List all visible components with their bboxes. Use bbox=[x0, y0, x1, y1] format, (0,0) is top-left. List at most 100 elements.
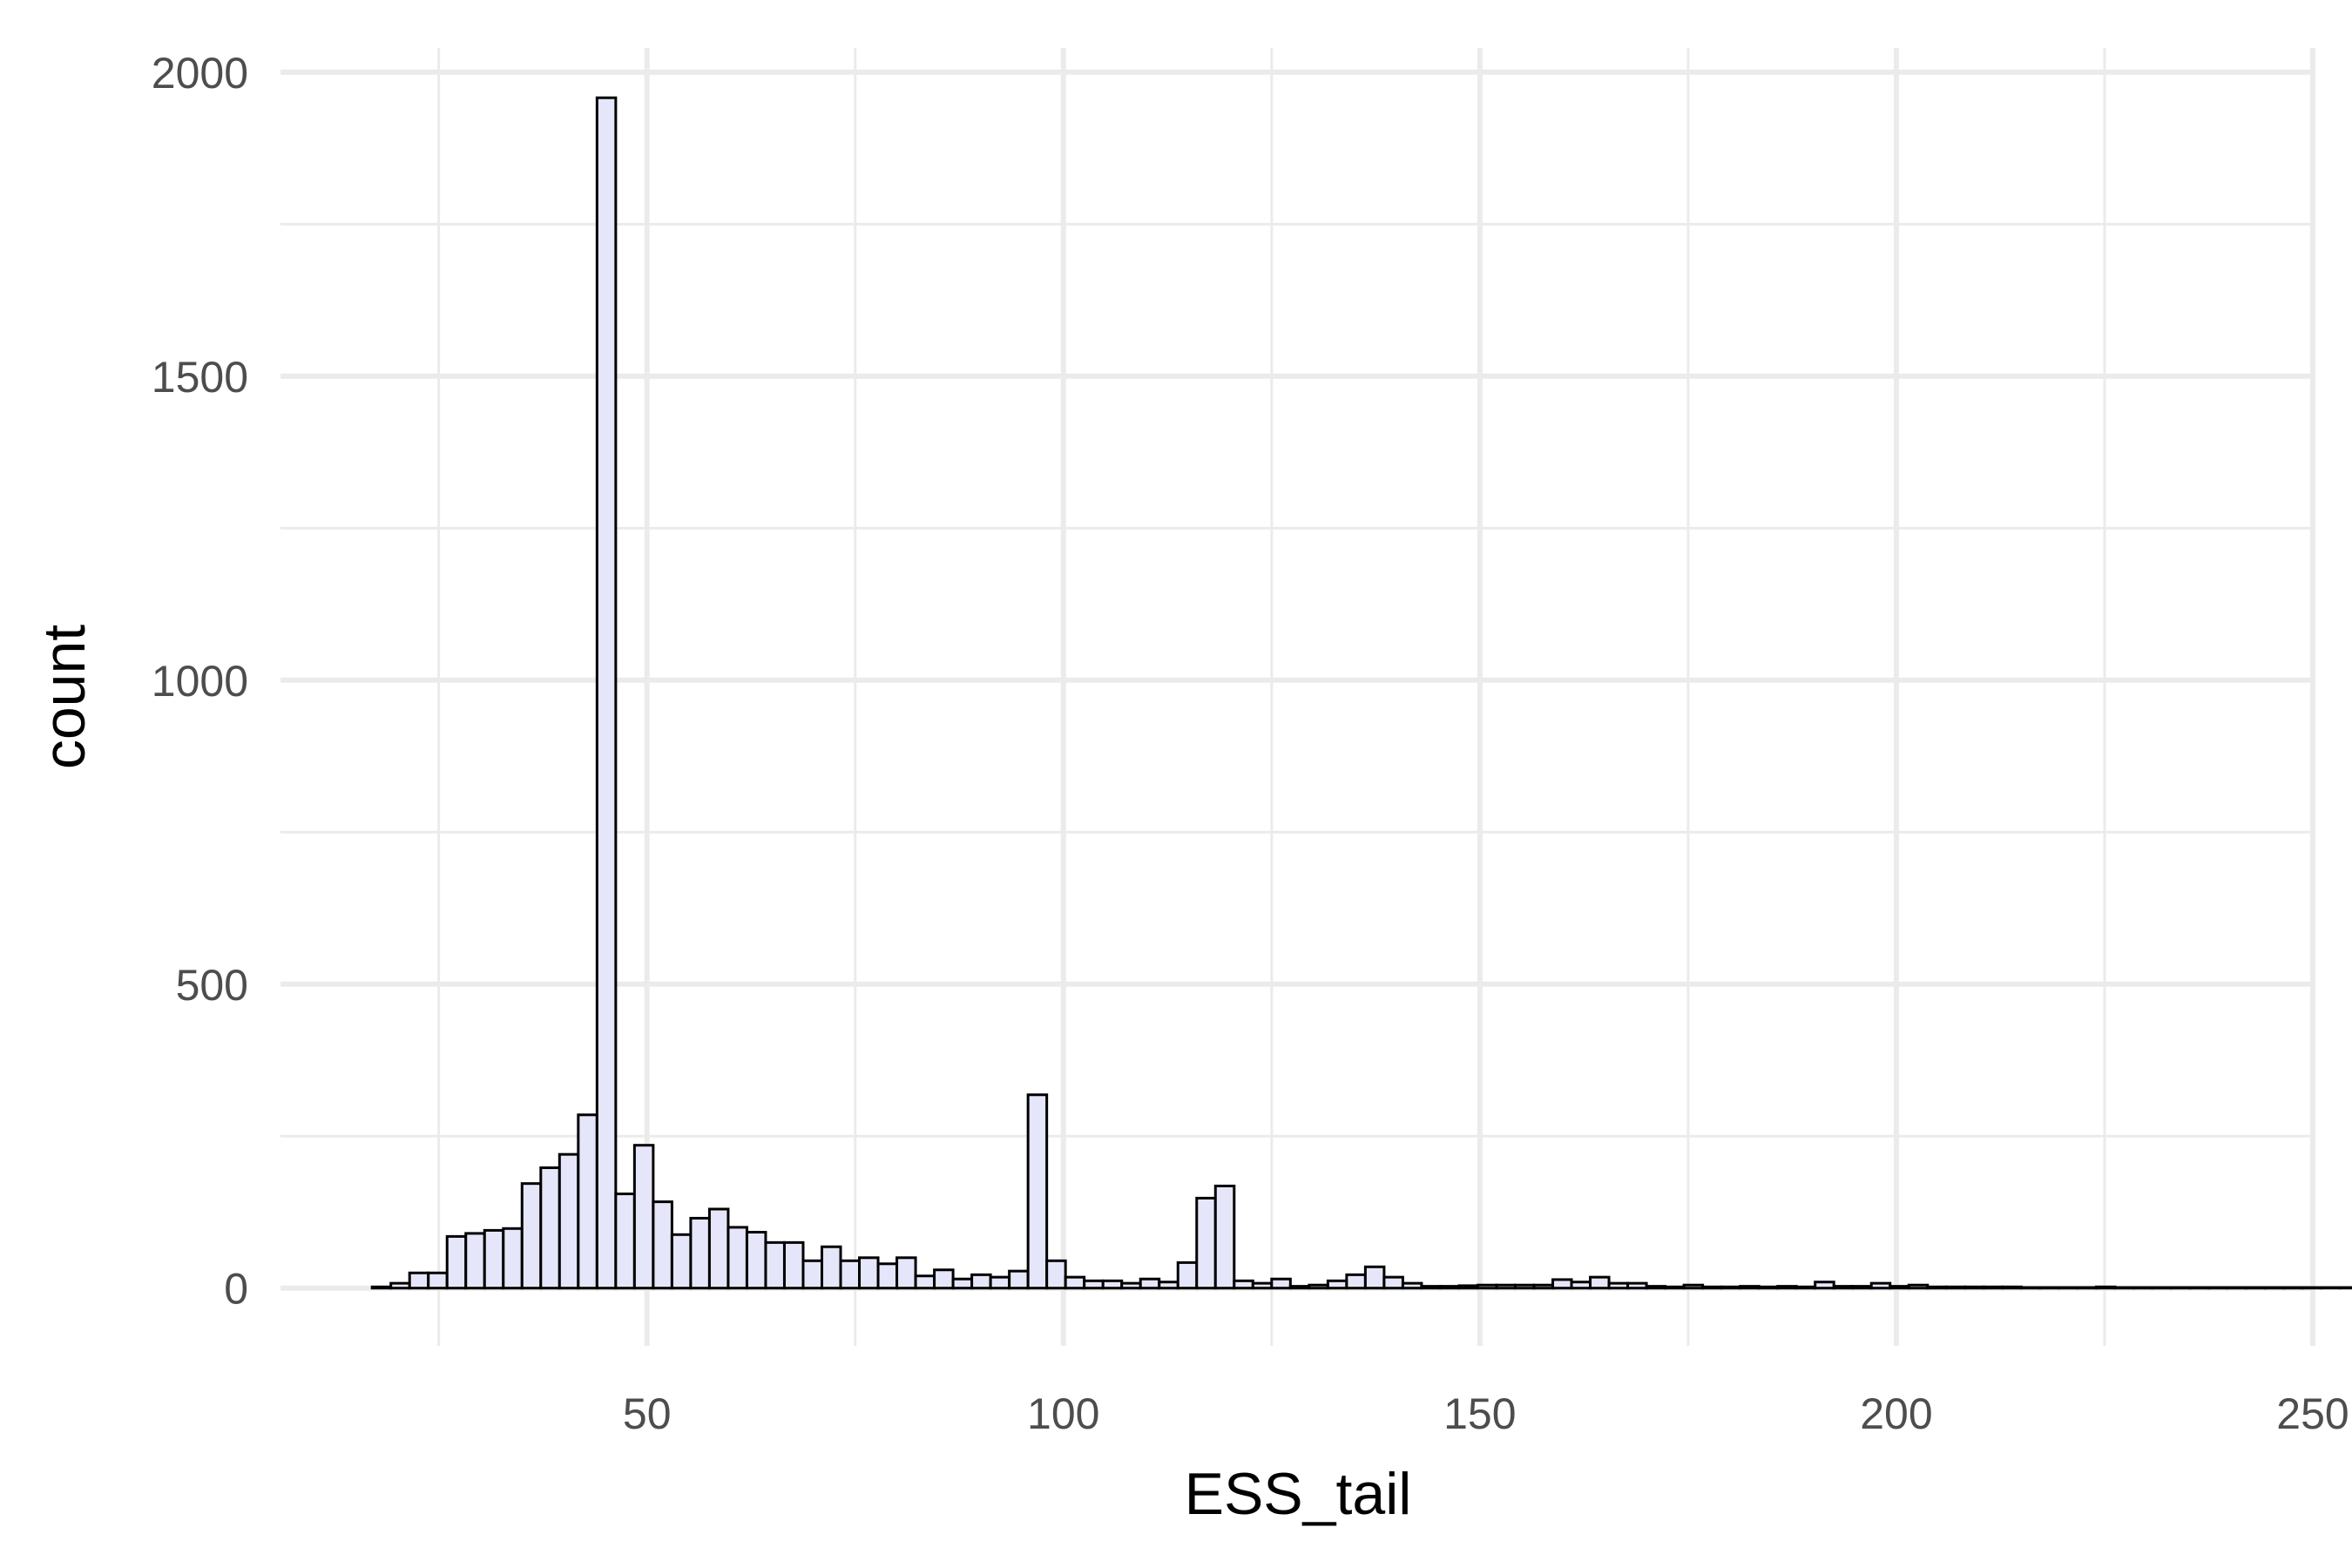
histogram-bar bbox=[1869, 1281, 1892, 1290]
histogram-bar bbox=[1551, 1278, 1573, 1290]
histogram-bar bbox=[745, 1230, 767, 1290]
histogram-bar bbox=[1476, 1283, 1498, 1290]
histogram-bar bbox=[427, 1271, 449, 1290]
x-tick-label: 200 bbox=[1860, 1389, 1932, 1438]
histogram-bar bbox=[689, 1216, 711, 1290]
histogram-bar bbox=[707, 1207, 730, 1290]
histogram-bar bbox=[502, 1227, 524, 1290]
histogram-bars bbox=[370, 96, 2352, 1290]
x-tick-label: 250 bbox=[2276, 1389, 2349, 1438]
histogram-bar bbox=[1101, 1279, 1124, 1290]
histogram-bar bbox=[1739, 1285, 1761, 1290]
histogram-bar bbox=[821, 1245, 842, 1290]
major-gridlines bbox=[280, 48, 2315, 1346]
histogram-bar bbox=[1363, 1265, 1386, 1290]
histogram-bar bbox=[801, 1259, 823, 1290]
histogram-bar bbox=[1233, 1279, 1254, 1290]
y-axis-title: count bbox=[31, 625, 98, 769]
histogram-bar bbox=[1944, 1285, 1967, 1290]
histogram-bar bbox=[989, 1275, 1011, 1290]
x-axis-title: ESS_tail bbox=[1185, 1461, 1412, 1527]
histogram-bar bbox=[951, 1277, 974, 1290]
histogram-bar bbox=[1832, 1285, 1855, 1290]
histogram-bar bbox=[1682, 1283, 1705, 1290]
histogram-bar bbox=[652, 1200, 673, 1290]
histogram-bar bbox=[595, 96, 618, 1290]
histogram-bar bbox=[970, 1273, 992, 1290]
histogram-bar bbox=[632, 1144, 655, 1290]
histogram-bar bbox=[1645, 1285, 1667, 1290]
x-axis-tick-labels: 50 100 150 200 250 bbox=[623, 1389, 2349, 1438]
histogram-bar bbox=[858, 1256, 880, 1290]
histogram-bar bbox=[1195, 1196, 1217, 1290]
histogram-bar bbox=[370, 1285, 393, 1290]
histogram-bar bbox=[1607, 1281, 1630, 1290]
minor-gridlines bbox=[280, 48, 2313, 1346]
histogram-bar bbox=[577, 1113, 598, 1290]
histogram-bar bbox=[1139, 1277, 1161, 1290]
histogram-bar bbox=[933, 1268, 955, 1290]
histogram-bar bbox=[558, 1152, 580, 1290]
y-tick-label: 1500 bbox=[152, 353, 248, 402]
histogram-bar bbox=[1008, 1269, 1030, 1290]
histogram-bar bbox=[1757, 1285, 1780, 1290]
histogram-bar bbox=[1457, 1284, 1479, 1290]
histogram-bar bbox=[1851, 1285, 1873, 1290]
y-axis-tick-labels: 0 500 1000 1500 2000 bbox=[152, 49, 248, 1314]
histogram-bar bbox=[1926, 1285, 1948, 1290]
histogram-bar bbox=[389, 1281, 411, 1290]
histogram-bar bbox=[1288, 1285, 1311, 1290]
y-tick-label: 0 bbox=[224, 1265, 248, 1314]
histogram-bar bbox=[914, 1274, 936, 1290]
histogram-bar bbox=[614, 1193, 636, 1290]
histogram-bar bbox=[1326, 1279, 1348, 1290]
histogram-bar bbox=[727, 1226, 748, 1290]
histogram-bar bbox=[1176, 1260, 1199, 1290]
histogram-bar bbox=[445, 1234, 468, 1290]
histogram-bar bbox=[782, 1240, 805, 1290]
histogram-bar bbox=[1589, 1275, 1611, 1290]
histogram-bar bbox=[839, 1259, 862, 1290]
histogram-bar bbox=[1120, 1281, 1142, 1290]
histogram-bar bbox=[1420, 1285, 1442, 1290]
histogram-bar bbox=[1083, 1279, 1105, 1290]
histogram-bar bbox=[464, 1232, 486, 1290]
histogram-bar bbox=[1213, 1184, 1236, 1290]
x-tick-label: 100 bbox=[1027, 1389, 1099, 1438]
y-tick-label: 2000 bbox=[152, 49, 248, 98]
histogram-bar bbox=[408, 1271, 430, 1290]
histogram-bar bbox=[1907, 1283, 1930, 1290]
histogram-bar bbox=[1495, 1283, 1517, 1290]
histogram-bar bbox=[2001, 1285, 2023, 1290]
histogram-bar bbox=[483, 1228, 505, 1290]
histogram-bar bbox=[539, 1166, 561, 1290]
histogram-bar bbox=[1401, 1281, 1423, 1290]
histogram-bar bbox=[1532, 1283, 1555, 1290]
histogram-bar bbox=[764, 1240, 786, 1290]
histogram-bar bbox=[1814, 1281, 1835, 1290]
histogram-bar bbox=[1382, 1275, 1404, 1290]
histogram-bar bbox=[1963, 1285, 1985, 1290]
histogram-bar bbox=[1982, 1285, 2004, 1290]
histogram-bar bbox=[2094, 1285, 2117, 1290]
histogram-bar bbox=[670, 1233, 693, 1290]
histogram-bar bbox=[1720, 1285, 1742, 1290]
histogram-bar bbox=[1570, 1281, 1592, 1290]
histogram-bar bbox=[1308, 1283, 1329, 1290]
histogram-bar bbox=[1158, 1281, 1179, 1290]
y-tick-label: 500 bbox=[176, 961, 248, 1010]
histogram-bar bbox=[1045, 1259, 1067, 1290]
histogram-bar bbox=[1701, 1285, 1723, 1290]
histogram-bar bbox=[1794, 1285, 1817, 1290]
histogram-bar bbox=[1345, 1273, 1367, 1290]
histogram-bar bbox=[1064, 1275, 1086, 1290]
histogram-bar bbox=[1889, 1285, 1910, 1290]
histogram-bar bbox=[520, 1182, 543, 1290]
y-tick-label: 1000 bbox=[152, 657, 248, 706]
histogram-bar bbox=[896, 1256, 917, 1290]
histogram-bar bbox=[876, 1262, 899, 1290]
x-tick-label: 50 bbox=[623, 1389, 672, 1438]
histogram-bar bbox=[1776, 1285, 1798, 1290]
histogram-bar bbox=[1251, 1281, 1274, 1290]
